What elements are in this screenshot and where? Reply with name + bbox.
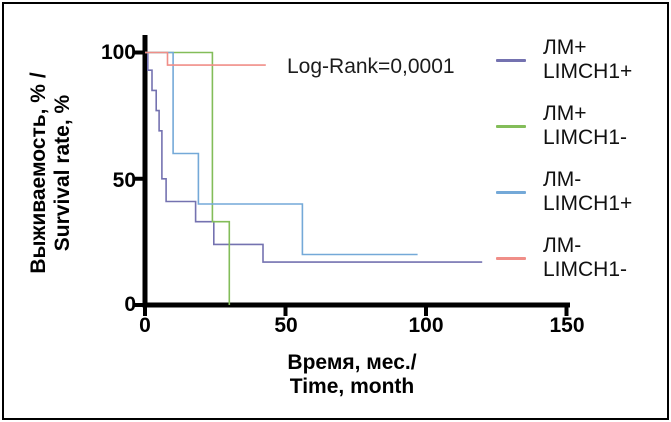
legend-label: ЛМ- LIMCH1+ bbox=[543, 168, 632, 216]
y-tick-label-100: 100 bbox=[100, 41, 136, 64]
legend-item-lm-minus-limch1-minus: ЛМ- LIMCH1- bbox=[496, 234, 668, 282]
legend-label-line1: ЛМ+ bbox=[543, 36, 587, 59]
log-rank-annotation: Log-Rank=0,0001 bbox=[287, 55, 455, 78]
legend-label-line2: LIMCH1+ bbox=[543, 192, 633, 215]
legend-label: ЛМ- LIMCH1- bbox=[543, 234, 627, 282]
y-axis-title-line1: Выживаемость, % / bbox=[27, 72, 50, 274]
y-tick-label-0: 0 bbox=[124, 293, 136, 316]
legend-swatch-purple-line bbox=[496, 58, 526, 62]
x-axis-title-line1: Время, мес./ bbox=[287, 351, 417, 374]
legend-swatch-red-line bbox=[496, 256, 526, 260]
x-axis-title: Время, мес./ Time, month bbox=[227, 351, 477, 399]
x-tick-label-100: 100 bbox=[408, 314, 444, 337]
y-axis-title-line2: Survival rate, % bbox=[51, 94, 74, 252]
x-tick-label-150: 150 bbox=[549, 314, 585, 337]
legend-item-lm-plus-limch1-minus: ЛМ+ LIMCH1- bbox=[496, 102, 668, 150]
y-tick-label-50: 50 bbox=[112, 169, 136, 192]
legend-label: ЛМ+ LIMCH1- bbox=[543, 102, 627, 150]
x-tick-label-50: 50 bbox=[274, 314, 298, 337]
legend-item-lm-plus-limch1-plus: ЛМ+ LIMCH1+ bbox=[496, 36, 668, 84]
legend: ЛМ+ LIMCH1+ ЛМ+ LIMCH1- ЛМ- LIMCH1+ ЛМ- … bbox=[496, 36, 668, 282]
legend-label-line2: LIMCH1- bbox=[543, 258, 628, 281]
legend-label-line1: ЛМ- bbox=[543, 234, 582, 257]
legend-swatch-blue-line bbox=[496, 190, 526, 194]
x-axis-title-line2: Time, month bbox=[289, 375, 415, 398]
y-axis-title: Выживаемость, % / Survival rate, % bbox=[27, 23, 77, 323]
x-tick-label-0: 0 bbox=[139, 314, 151, 337]
legend-label-line1: ЛМ+ bbox=[543, 102, 587, 125]
legend-label-line1: ЛМ- bbox=[543, 168, 582, 191]
legend-swatch-green-line bbox=[496, 124, 526, 128]
legend-label: ЛМ+ LIMCH1+ bbox=[543, 36, 632, 84]
legend-label-line2: LIMCH1- bbox=[543, 126, 628, 149]
legend-label-line2: LIMCH1+ bbox=[543, 60, 633, 83]
legend-item-lm-minus-limch1-plus: ЛМ- LIMCH1+ bbox=[496, 168, 668, 216]
